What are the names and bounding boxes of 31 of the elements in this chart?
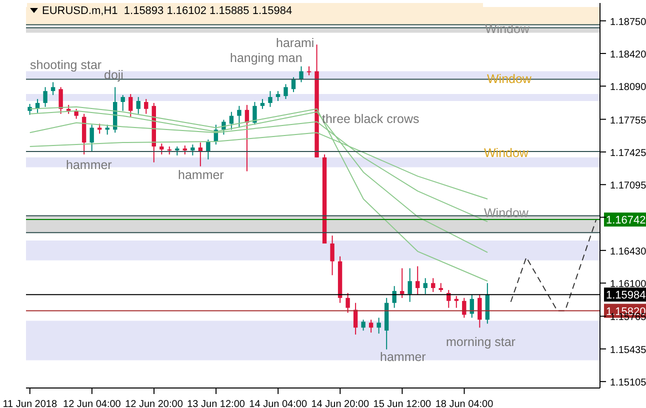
annotation: morning star bbox=[446, 334, 516, 349]
annotation: shooting star bbox=[30, 58, 102, 72]
annotation: doji bbox=[104, 68, 124, 82]
x-tick-label: 15 Jun 12:00 bbox=[373, 399, 432, 408]
line-series bbox=[510, 219, 597, 312]
y-tick-label: 1.18420 bbox=[610, 49, 646, 60]
y-tick-label: 1.17095 bbox=[610, 180, 646, 192]
y-tick-label: 1.16430 bbox=[610, 246, 646, 258]
y-tick-label: 1.16100 bbox=[610, 279, 646, 290]
ref-line-label: 1.15984 bbox=[606, 290, 646, 302]
y-tick-label: 1.17755 bbox=[610, 115, 646, 126]
annotation: hammer bbox=[178, 168, 224, 182]
annotation: three black crows bbox=[322, 112, 420, 126]
ref-line-label: 1.16742 bbox=[606, 214, 646, 227]
annotation: harami bbox=[276, 36, 314, 50]
chart-title: EURUSD.m,H1 1.15893 1.16102 1.15885 1.15984 bbox=[41, 4, 292, 19]
x-tick-label: 12 Jun 20:00 bbox=[125, 399, 184, 408]
y-tick-label: 1.15105 bbox=[610, 378, 646, 389]
y-tick-label: 1.17425 bbox=[610, 148, 646, 159]
annotation: hanging man bbox=[230, 51, 302, 65]
annotation: hammer bbox=[380, 350, 426, 364]
x-tick-label: 14 Jun 04:00 bbox=[249, 399, 308, 408]
y-tick-label: 1.18750 bbox=[610, 16, 646, 28]
y-tick-label: 1.18090 bbox=[610, 82, 646, 94]
x-tick-label: 12 Jun 04:00 bbox=[63, 399, 122, 408]
x-tick-label: 13 Jun 12:00 bbox=[187, 399, 246, 408]
x-tick-label: 14 Jun 20:00 bbox=[311, 399, 370, 408]
annotation: hammer bbox=[66, 158, 112, 172]
y-tick-label: 1.15435 bbox=[610, 344, 646, 356]
x-tick-label: 11 Jun 2018 bbox=[2, 399, 58, 408]
x-tick-label: 18 Jun 04:00 bbox=[435, 399, 494, 408]
